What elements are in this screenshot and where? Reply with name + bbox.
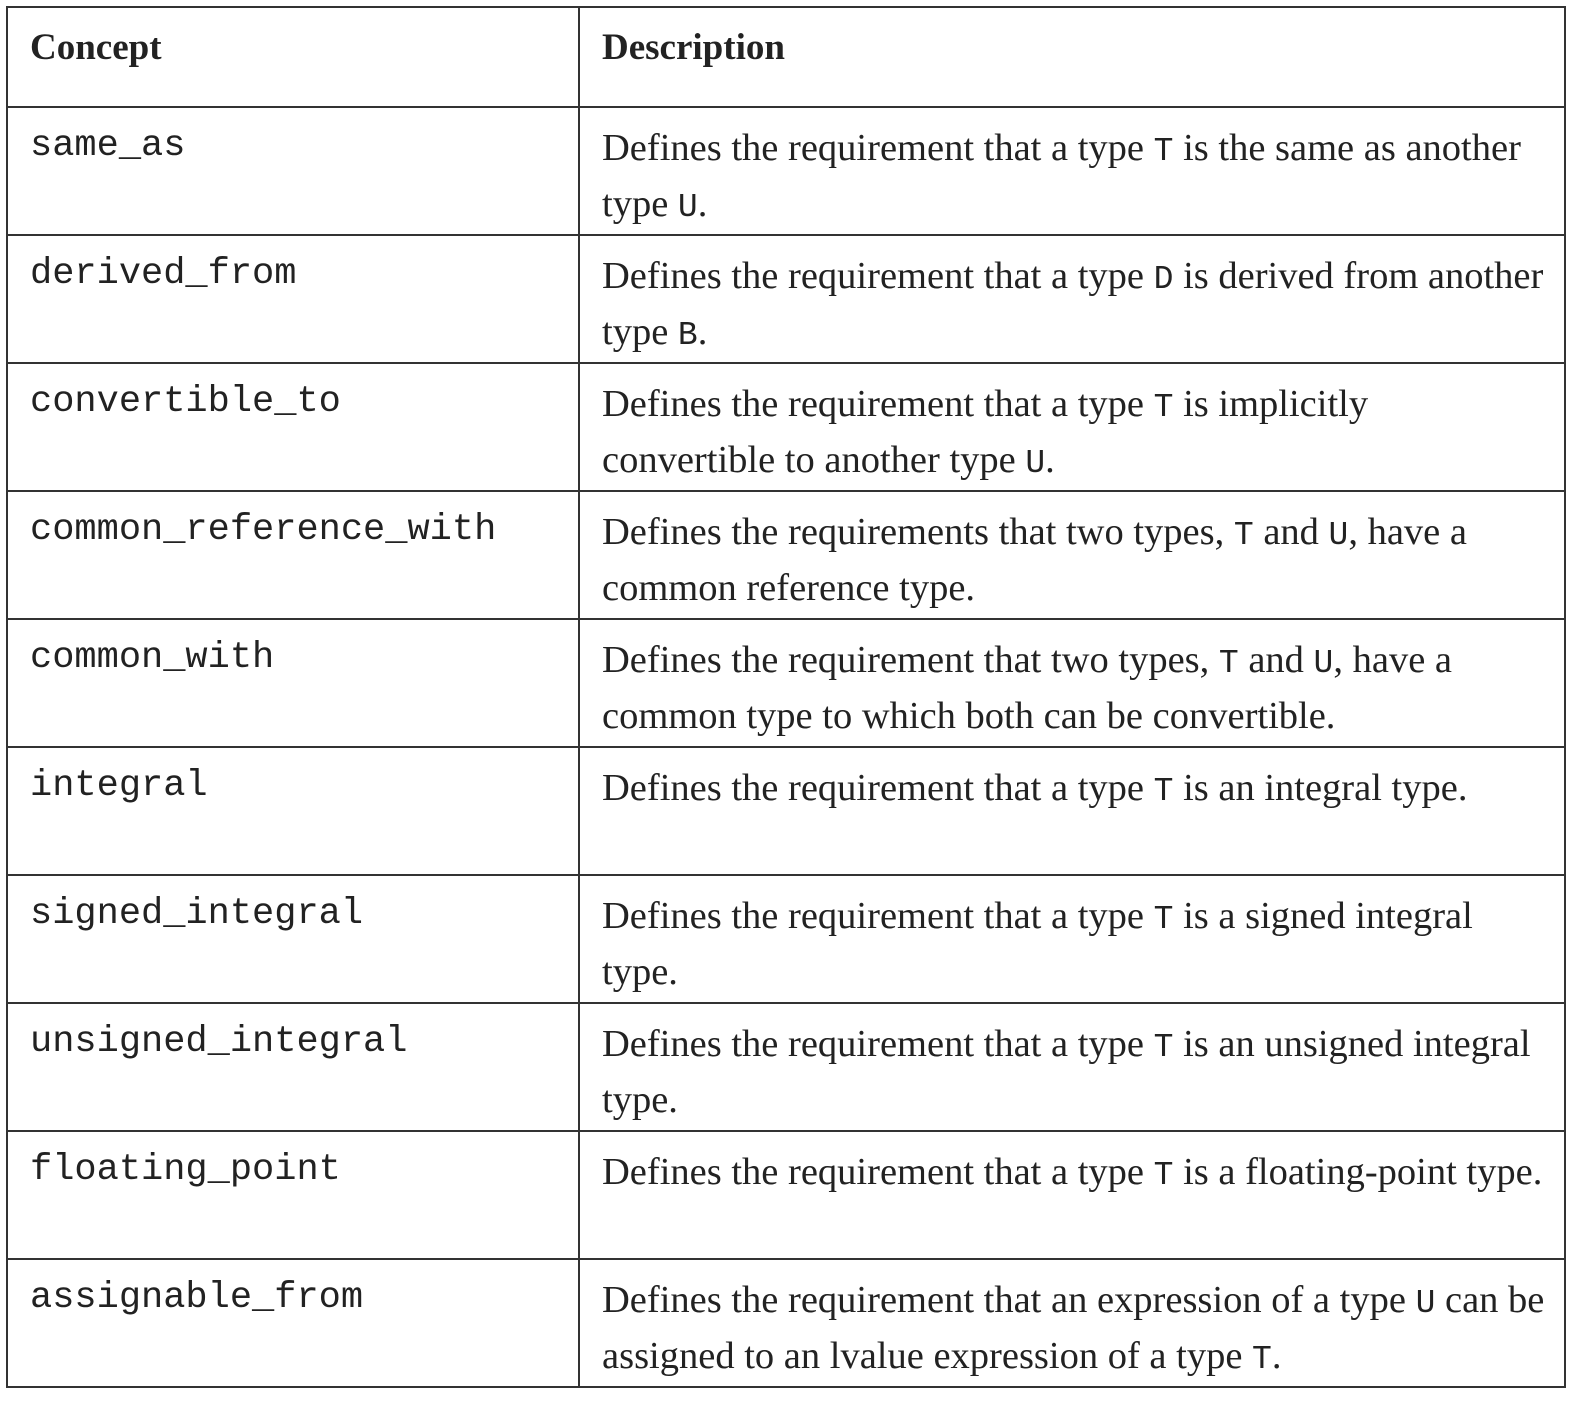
description-text: can be assigned to an lvalue expression …	[602, 1279, 1545, 1377]
description-text: Defines the requirement that a type	[602, 767, 1154, 809]
table-row: assignable_from Defines the requirement t…	[6, 1258, 1566, 1388]
concept-cell: common_reference_with	[6, 490, 580, 620]
code-token: T	[1153, 773, 1174, 810]
table-row: unsigned_integral Defines the requirement…	[6, 1002, 1566, 1132]
description-text: is derived from another type	[602, 255, 1544, 353]
description-text: Defines the requirement that a type	[602, 895, 1154, 937]
concept-cell: integral	[6, 746, 580, 876]
code-token: T	[1252, 1341, 1272, 1378]
description-text: Defines the requirement that an expressi…	[602, 1279, 1416, 1321]
description-text: Defines the requirement that a type	[602, 127, 1154, 169]
description-text: is a floating-point type.	[1173, 1151, 1543, 1193]
code-token: T	[1153, 133, 1174, 170]
description-text: .	[697, 311, 708, 353]
description-cell: Defines the requirement that a type T is…	[578, 362, 1566, 492]
code-token: U	[1025, 445, 1046, 482]
concepts-table: Concept Description same_as Defines the r…	[6, 6, 1566, 1388]
table-row: same_as Defines the requirement that a ty…	[6, 106, 1566, 236]
code-token: U	[1313, 645, 1334, 682]
description-text: Defines the requirement that a type	[602, 1151, 1154, 1193]
code-token: T	[1218, 645, 1239, 682]
table-row: derived_from Defines the requirement that…	[6, 234, 1566, 364]
concept-cell: unsigned_integral	[6, 1002, 580, 1132]
description-text: is the same as another type	[602, 127, 1521, 225]
description-cell: Defines the requirement that a type T is…	[578, 106, 1566, 236]
table-row: common_with Defines the requirement that …	[6, 618, 1566, 748]
table-row: integral Defines the requirement that a t…	[6, 746, 1566, 876]
description-text: .	[697, 183, 708, 225]
code-token: T	[1153, 1029, 1174, 1066]
code-token: T	[1153, 901, 1174, 938]
concept-cell: common_with	[6, 618, 580, 748]
description-text: Defines the requirement that a type	[602, 255, 1154, 297]
code-token: U	[1328, 517, 1349, 554]
description-cell: Defines the requirement that an expressi…	[578, 1258, 1566, 1388]
header-description: Description	[578, 6, 1566, 108]
description-text: .	[1045, 439, 1055, 481]
description-text: Defines the requirements that two types,	[602, 511, 1234, 553]
header-row: Concept Description	[6, 6, 1566, 108]
description-cell: Defines the requirement that two types, …	[578, 618, 1566, 748]
concept-cell: same_as	[6, 106, 580, 236]
table-row: floating_point Defines the requirement th…	[6, 1130, 1566, 1260]
description-cell: Defines the requirement that a type D is…	[578, 234, 1566, 364]
table-row: convertible_to Defines the requirement th…	[6, 362, 1566, 492]
table-row: common_reference_with Defines the require…	[6, 490, 1566, 620]
description-cell: Defines the requirement that a type T is…	[578, 1130, 1566, 1260]
description-text: and	[1253, 511, 1329, 553]
description-text: is an integral type.	[1173, 767, 1468, 809]
code-token: T	[1233, 517, 1254, 554]
description-text: Defines the requirement that two types,	[602, 639, 1219, 681]
description-cell: Defines the requirement that a type T is…	[578, 746, 1566, 876]
header-concept: Concept	[6, 6, 580, 108]
description-text: , have a common type to which both can b…	[602, 639, 1452, 737]
description-text: , have a common reference type.	[602, 511, 1467, 609]
description-text: Defines the requirement that a type	[602, 1023, 1154, 1065]
description-cell: Defines the requirements that two types,…	[578, 490, 1566, 620]
description-cell: Defines the requirement that a type T is…	[578, 1002, 1566, 1132]
concept-cell: floating_point	[6, 1130, 580, 1260]
concept-cell: signed_integral	[6, 874, 580, 1004]
description-text: and	[1238, 639, 1314, 681]
code-token: T	[1153, 389, 1174, 426]
code-token: D	[1153, 261, 1174, 298]
description-text: is an unsigned integral type.	[602, 1023, 1531, 1121]
description-text: is a signed integral type.	[602, 895, 1473, 993]
concept-cell: assignable_from	[6, 1258, 580, 1388]
description-text: is implicitly convertible to another typ…	[602, 383, 1369, 481]
code-token: U	[1415, 1285, 1436, 1322]
description-text: .	[1271, 1335, 1282, 1377]
table-row: signed_integral Defines the requirement t…	[6, 874, 1566, 1004]
table-body: same_as Defines the requirement that a ty…	[6, 106, 1566, 1388]
description-cell: Defines the requirement that a type T is…	[578, 874, 1566, 1004]
code-token: T	[1153, 1157, 1174, 1194]
concept-cell: derived_from	[6, 234, 580, 364]
description-text: Defines the requirement that a type	[602, 383, 1154, 425]
concept-cell: convertible_to	[6, 362, 580, 492]
table-header: Concept Description	[6, 6, 1566, 108]
code-token: B	[677, 317, 698, 354]
code-token: U	[677, 189, 698, 226]
